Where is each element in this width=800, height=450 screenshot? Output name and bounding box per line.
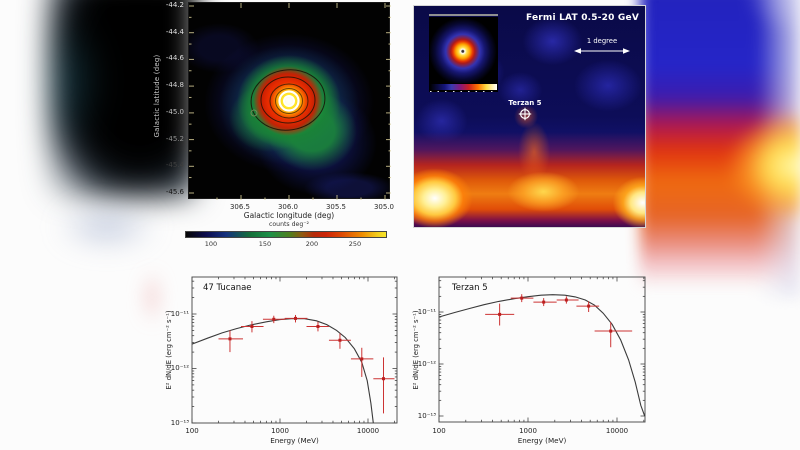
map-y-tick-label: -45.0	[165, 107, 184, 116]
y-tick-label: 10⁻¹³	[170, 418, 189, 427]
map-y-tick-label: -44.6	[165, 54, 184, 63]
galactic-map-panel: Galactic latitude (deg) -44.2 -44.4 -44.6-…	[148, 0, 394, 252]
data-point-marker	[381, 377, 385, 381]
map-heat-image	[188, 2, 391, 200]
map-colorbar-tick-label: 100	[204, 240, 218, 248]
map-y-tick-label: -44.8	[165, 81, 184, 90]
map-y-tick-label: -44.4	[165, 27, 184, 36]
spectrum-title: 47 Tucanae	[203, 283, 252, 293]
y-tick-label: 10⁻¹²	[170, 364, 189, 372]
spectrum-terzan5-plot	[438, 276, 646, 423]
y-tick-label: 10⁻¹¹	[170, 309, 189, 318]
y-tick-label: 10⁻¹¹	[417, 307, 436, 316]
map-colorbar-tick-label: 150	[258, 240, 272, 248]
data-point-marker	[360, 357, 364, 361]
fermi-inset	[429, 17, 498, 92]
model-curve	[191, 318, 374, 424]
fermi-title: Fermi LAT 0.5-20 GeV	[526, 13, 639, 23]
x-tick-label: 10000	[605, 427, 629, 435]
data-point-marker	[609, 329, 613, 333]
inset-top-line	[429, 14, 498, 16]
data-point-marker	[587, 304, 591, 308]
data-point-marker	[272, 317, 276, 321]
background-blur-right	[640, 0, 800, 297]
spectrum-x-axis-label: Energy (MeV)	[270, 436, 319, 445]
data-point-marker	[520, 296, 524, 300]
map-contours-overlay	[189, 3, 391, 200]
map-colorbar-label: counts deg⁻²	[268, 221, 310, 228]
data-points	[218, 314, 395, 414]
spectrum-panel-47tuc: 47 Tucanae E² dN/dE (erg cm⁻² s⁻¹) Energ…	[155, 265, 405, 450]
axis-ticks	[191, 277, 397, 424]
spectrum-y-axis-label: E² dN/dE (erg cm⁻² s⁻¹)	[412, 310, 420, 390]
data-point-marker	[228, 337, 232, 341]
map-x-tick-label: 305.5	[325, 203, 347, 211]
map-x-tick-label: 306.0	[277, 203, 299, 211]
data-points	[485, 294, 633, 348]
spectrum-x-axis-label: Energy (MeV)	[517, 436, 567, 445]
y-tick-label: 10⁻¹²	[417, 359, 436, 368]
map-axis-ticks	[189, 3, 391, 200]
map-colorbar-tick-label: 200	[305, 240, 319, 248]
spectrum-title: Terzan 5	[452, 283, 488, 293]
map-colorbar	[185, 231, 387, 238]
terzan5-label: Terzan 5	[508, 99, 542, 107]
scale-bar-arrow	[574, 48, 630, 54]
data-point-marker	[250, 324, 254, 328]
data-point-marker	[564, 298, 568, 302]
spectrum-panel-terzan5: Terzan 5 E² dN/dE (erg cm⁻² s⁻¹) Energy …	[405, 265, 660, 450]
terzan5-marker-icon	[518, 107, 532, 121]
map-x-tick-label: 305.0	[373, 203, 395, 211]
spectrum-y-axis-label: E² dN/dE (erg cm⁻² s⁻¹)	[165, 310, 173, 390]
map-y-tick-label: -44.2	[165, 1, 184, 9]
axis-ticks	[438, 277, 645, 422]
data-point-marker	[498, 312, 502, 316]
inset-point-source-image	[429, 17, 498, 83]
map-y-tick-label: -45.4	[165, 161, 184, 170]
map-x-axis-label: Galactic longitude (deg)	[243, 211, 335, 220]
fermi-lat-panel: Fermi LAT 0.5-20 GeV 1 degree Terzan 5	[413, 5, 646, 228]
data-point-marker	[293, 316, 297, 320]
map-y-tick-label: -45.2	[165, 134, 184, 143]
data-point-marker	[542, 300, 546, 304]
inset-colorbar	[430, 84, 497, 90]
data-point-marker	[338, 338, 342, 342]
model-curve	[438, 294, 646, 417]
y-tick-label: 10⁻¹³	[417, 411, 436, 420]
x-tick-label: 1000	[519, 427, 537, 435]
x-tick-label: 100	[432, 427, 446, 435]
plot-frame	[191, 276, 398, 424]
background-blur-left-smudge	[58, 204, 156, 250]
map-colorbar-tick-label: 250	[348, 240, 362, 248]
x-tick-label: 10000	[356, 427, 380, 435]
plot-frame	[438, 276, 646, 423]
map-y-tick-label: -45.6	[165, 188, 184, 196]
inset-colorbar-ticks	[430, 90, 497, 92]
scale-bar-label: 1 degree	[586, 37, 618, 45]
x-tick-label: 100	[185, 427, 199, 435]
spectrum-47tuc-plot	[191, 276, 398, 424]
map-x-tick-label: 306.5	[229, 203, 251, 211]
x-tick-label: 1000	[271, 427, 289, 435]
data-point-marker	[316, 324, 320, 328]
